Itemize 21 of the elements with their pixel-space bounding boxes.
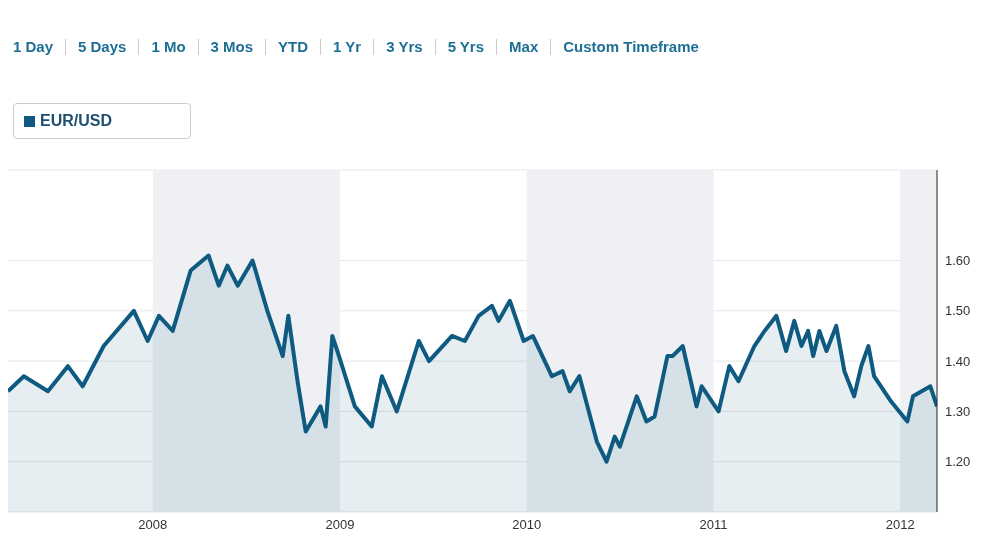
y-tick-label: 1.30 xyxy=(945,404,971,420)
text: 3 Mos xyxy=(210,38,254,55)
text: Custom Timeframe xyxy=(563,38,699,55)
text: YTD xyxy=(278,38,309,55)
x-tick-label: 2009 xyxy=(325,517,355,533)
legend-label: EUR/USD xyxy=(40,112,113,130)
y-tick-label: 1.40 xyxy=(945,353,971,369)
text: 1 Yr xyxy=(333,38,362,55)
y-tick-label: 1.60 xyxy=(945,253,971,269)
x-tick-label: 2012 xyxy=(885,517,915,533)
text: 3 Yrs xyxy=(386,38,423,55)
text: 1 Day xyxy=(13,38,54,55)
x-tick-label: 2010 xyxy=(512,517,542,533)
y-tick-label: 1.20 xyxy=(945,454,971,470)
y-tick-label: 1.50 xyxy=(945,303,971,319)
text: Max xyxy=(509,38,539,55)
text: 5 Days xyxy=(78,38,127,55)
x-tick-label: 2008 xyxy=(138,517,168,533)
x-tick-label: 2011 xyxy=(699,517,728,533)
text: 1 Mo xyxy=(151,38,186,55)
text: 5 Yrs xyxy=(447,38,485,55)
